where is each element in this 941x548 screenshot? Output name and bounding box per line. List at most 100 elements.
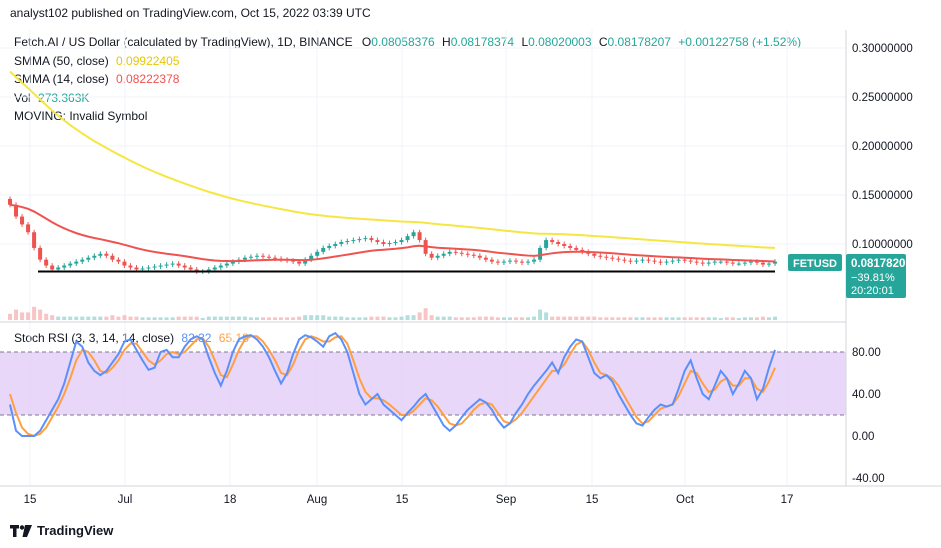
volume-bar bbox=[471, 317, 476, 320]
volume-bar bbox=[32, 306, 37, 320]
candle-body bbox=[670, 260, 675, 262]
volume-bar bbox=[736, 318, 741, 320]
candle-body bbox=[748, 261, 753, 263]
candle-body bbox=[333, 244, 338, 246]
time-tick-label: 15 bbox=[586, 494, 599, 506]
smma50-label: SMMA (50, close) bbox=[14, 53, 109, 68]
candle-body bbox=[8, 198, 12, 205]
price-axis[interactable]: 0.30000000 0.25000000 0.20000000 0.15000000… bbox=[852, 43, 913, 251]
candle-body bbox=[26, 224, 31, 233]
price-tick-label: 0.20000000 bbox=[852, 141, 913, 153]
candle-body bbox=[260, 255, 265, 257]
volume-bar bbox=[345, 317, 350, 320]
candle-body bbox=[74, 261, 79, 264]
candle-body bbox=[50, 265, 55, 270]
volume-bar bbox=[435, 316, 440, 320]
candle-body bbox=[441, 253, 446, 256]
volume-bar bbox=[682, 317, 687, 320]
volume-bar bbox=[465, 317, 470, 320]
candle-body bbox=[688, 260, 693, 262]
volume-bar bbox=[291, 317, 296, 320]
price-tag: FETUSD 0.08178207 −39.81% 20:20:01 bbox=[788, 254, 912, 298]
candle-body bbox=[146, 267, 151, 269]
tradingview-logo-icon bbox=[10, 524, 32, 537]
volume-bar bbox=[538, 309, 543, 320]
price-tag-countdown: 20:20:01 bbox=[851, 285, 894, 297]
tradingview-logo-text: TradingView bbox=[37, 523, 114, 538]
volume-bar bbox=[315, 315, 320, 320]
candle-body bbox=[20, 216, 25, 225]
volume-bar bbox=[194, 316, 199, 320]
time-tick-label: Oct bbox=[676, 494, 695, 506]
candle-body bbox=[453, 251, 458, 253]
candle-body bbox=[417, 232, 422, 241]
volume-bar bbox=[550, 316, 555, 320]
candle-body bbox=[363, 238, 368, 240]
candle-body bbox=[766, 263, 771, 265]
volume-bar bbox=[706, 317, 711, 320]
volume-bar bbox=[297, 316, 302, 320]
stoch-rsi-legend[interactable]: Stoch RSI (3, 3, 14, 14, close) 82.32 65… bbox=[14, 331, 249, 345]
candle-body bbox=[399, 240, 404, 243]
candle-body bbox=[248, 256, 253, 258]
volume-bar bbox=[50, 315, 55, 320]
candle-body bbox=[694, 261, 699, 263]
candle-body bbox=[610, 257, 615, 259]
candle-body bbox=[381, 242, 386, 244]
moving-row[interactable]: MOVING: Invalid Symbol bbox=[14, 107, 801, 126]
rsi-tick-label: 0.00 bbox=[852, 431, 874, 443]
time-axis[interactable]: 15 Jul 18 Aug 15 Sep 15 Oct 17 bbox=[24, 494, 794, 506]
candle-body bbox=[279, 258, 284, 260]
candle-body bbox=[291, 260, 296, 262]
volume-bar bbox=[670, 317, 675, 320]
candle-body bbox=[315, 251, 320, 256]
volume-bar bbox=[520, 317, 525, 320]
chart-legend: Fetch.AI / US Dollar (calculated by Trad… bbox=[14, 33, 801, 126]
candle-body bbox=[110, 255, 115, 260]
tradingview-logo[interactable]: TradingView bbox=[10, 523, 113, 538]
volume-bar bbox=[357, 317, 362, 320]
candle-body bbox=[297, 261, 302, 264]
candle-body bbox=[92, 255, 97, 258]
candle-body bbox=[712, 261, 717, 263]
volume-bar bbox=[327, 316, 332, 320]
candle-body bbox=[267, 256, 272, 258]
c-value: 0.08178207 bbox=[607, 35, 671, 49]
candle-body bbox=[501, 261, 506, 263]
volume-bar bbox=[513, 317, 518, 320]
candle-body bbox=[411, 232, 416, 237]
smma50-row[interactable]: SMMA (50, close) 0.09922405 bbox=[14, 52, 801, 71]
candle-body bbox=[122, 261, 127, 266]
volume-bar bbox=[321, 315, 326, 320]
smma14-row[interactable]: SMMA (14, close) 0.08222378 bbox=[14, 70, 801, 89]
volume-bar bbox=[80, 316, 85, 320]
rsi-axis[interactable]: 80.00 40.00 0.00 -40.00 bbox=[852, 347, 885, 485]
price-tag-symbol-bg bbox=[788, 254, 842, 271]
volume-bar bbox=[754, 317, 759, 320]
symbol-title[interactable]: Fetch.AI / US Dollar (calculated by Trad… bbox=[14, 35, 353, 49]
volume-bar bbox=[489, 316, 494, 320]
candle-body bbox=[158, 265, 163, 267]
volume-bar bbox=[429, 315, 434, 320]
candle-body bbox=[116, 259, 121, 262]
rsi-tick-label: 80.00 bbox=[852, 347, 881, 359]
volume-bar bbox=[586, 316, 591, 320]
candle-body bbox=[664, 261, 669, 263]
candle-body bbox=[465, 253, 470, 255]
volume-bar bbox=[110, 315, 115, 320]
volume-bar bbox=[170, 317, 175, 320]
volume-bar bbox=[56, 316, 61, 320]
candle-body bbox=[56, 267, 61, 270]
volume-bar bbox=[273, 317, 278, 320]
candle-body bbox=[507, 260, 512, 262]
volume-bar bbox=[104, 316, 109, 320]
volume-bar bbox=[8, 313, 12, 320]
volume-bar bbox=[441, 316, 446, 320]
volume-row[interactable]: Vol 273.363K bbox=[14, 89, 801, 108]
candle-body bbox=[98, 253, 103, 256]
volume-bar bbox=[393, 317, 398, 320]
volume-bar bbox=[664, 317, 669, 320]
volume-bar bbox=[279, 317, 284, 320]
candle-body bbox=[188, 267, 193, 270]
candle-body bbox=[327, 245, 332, 248]
